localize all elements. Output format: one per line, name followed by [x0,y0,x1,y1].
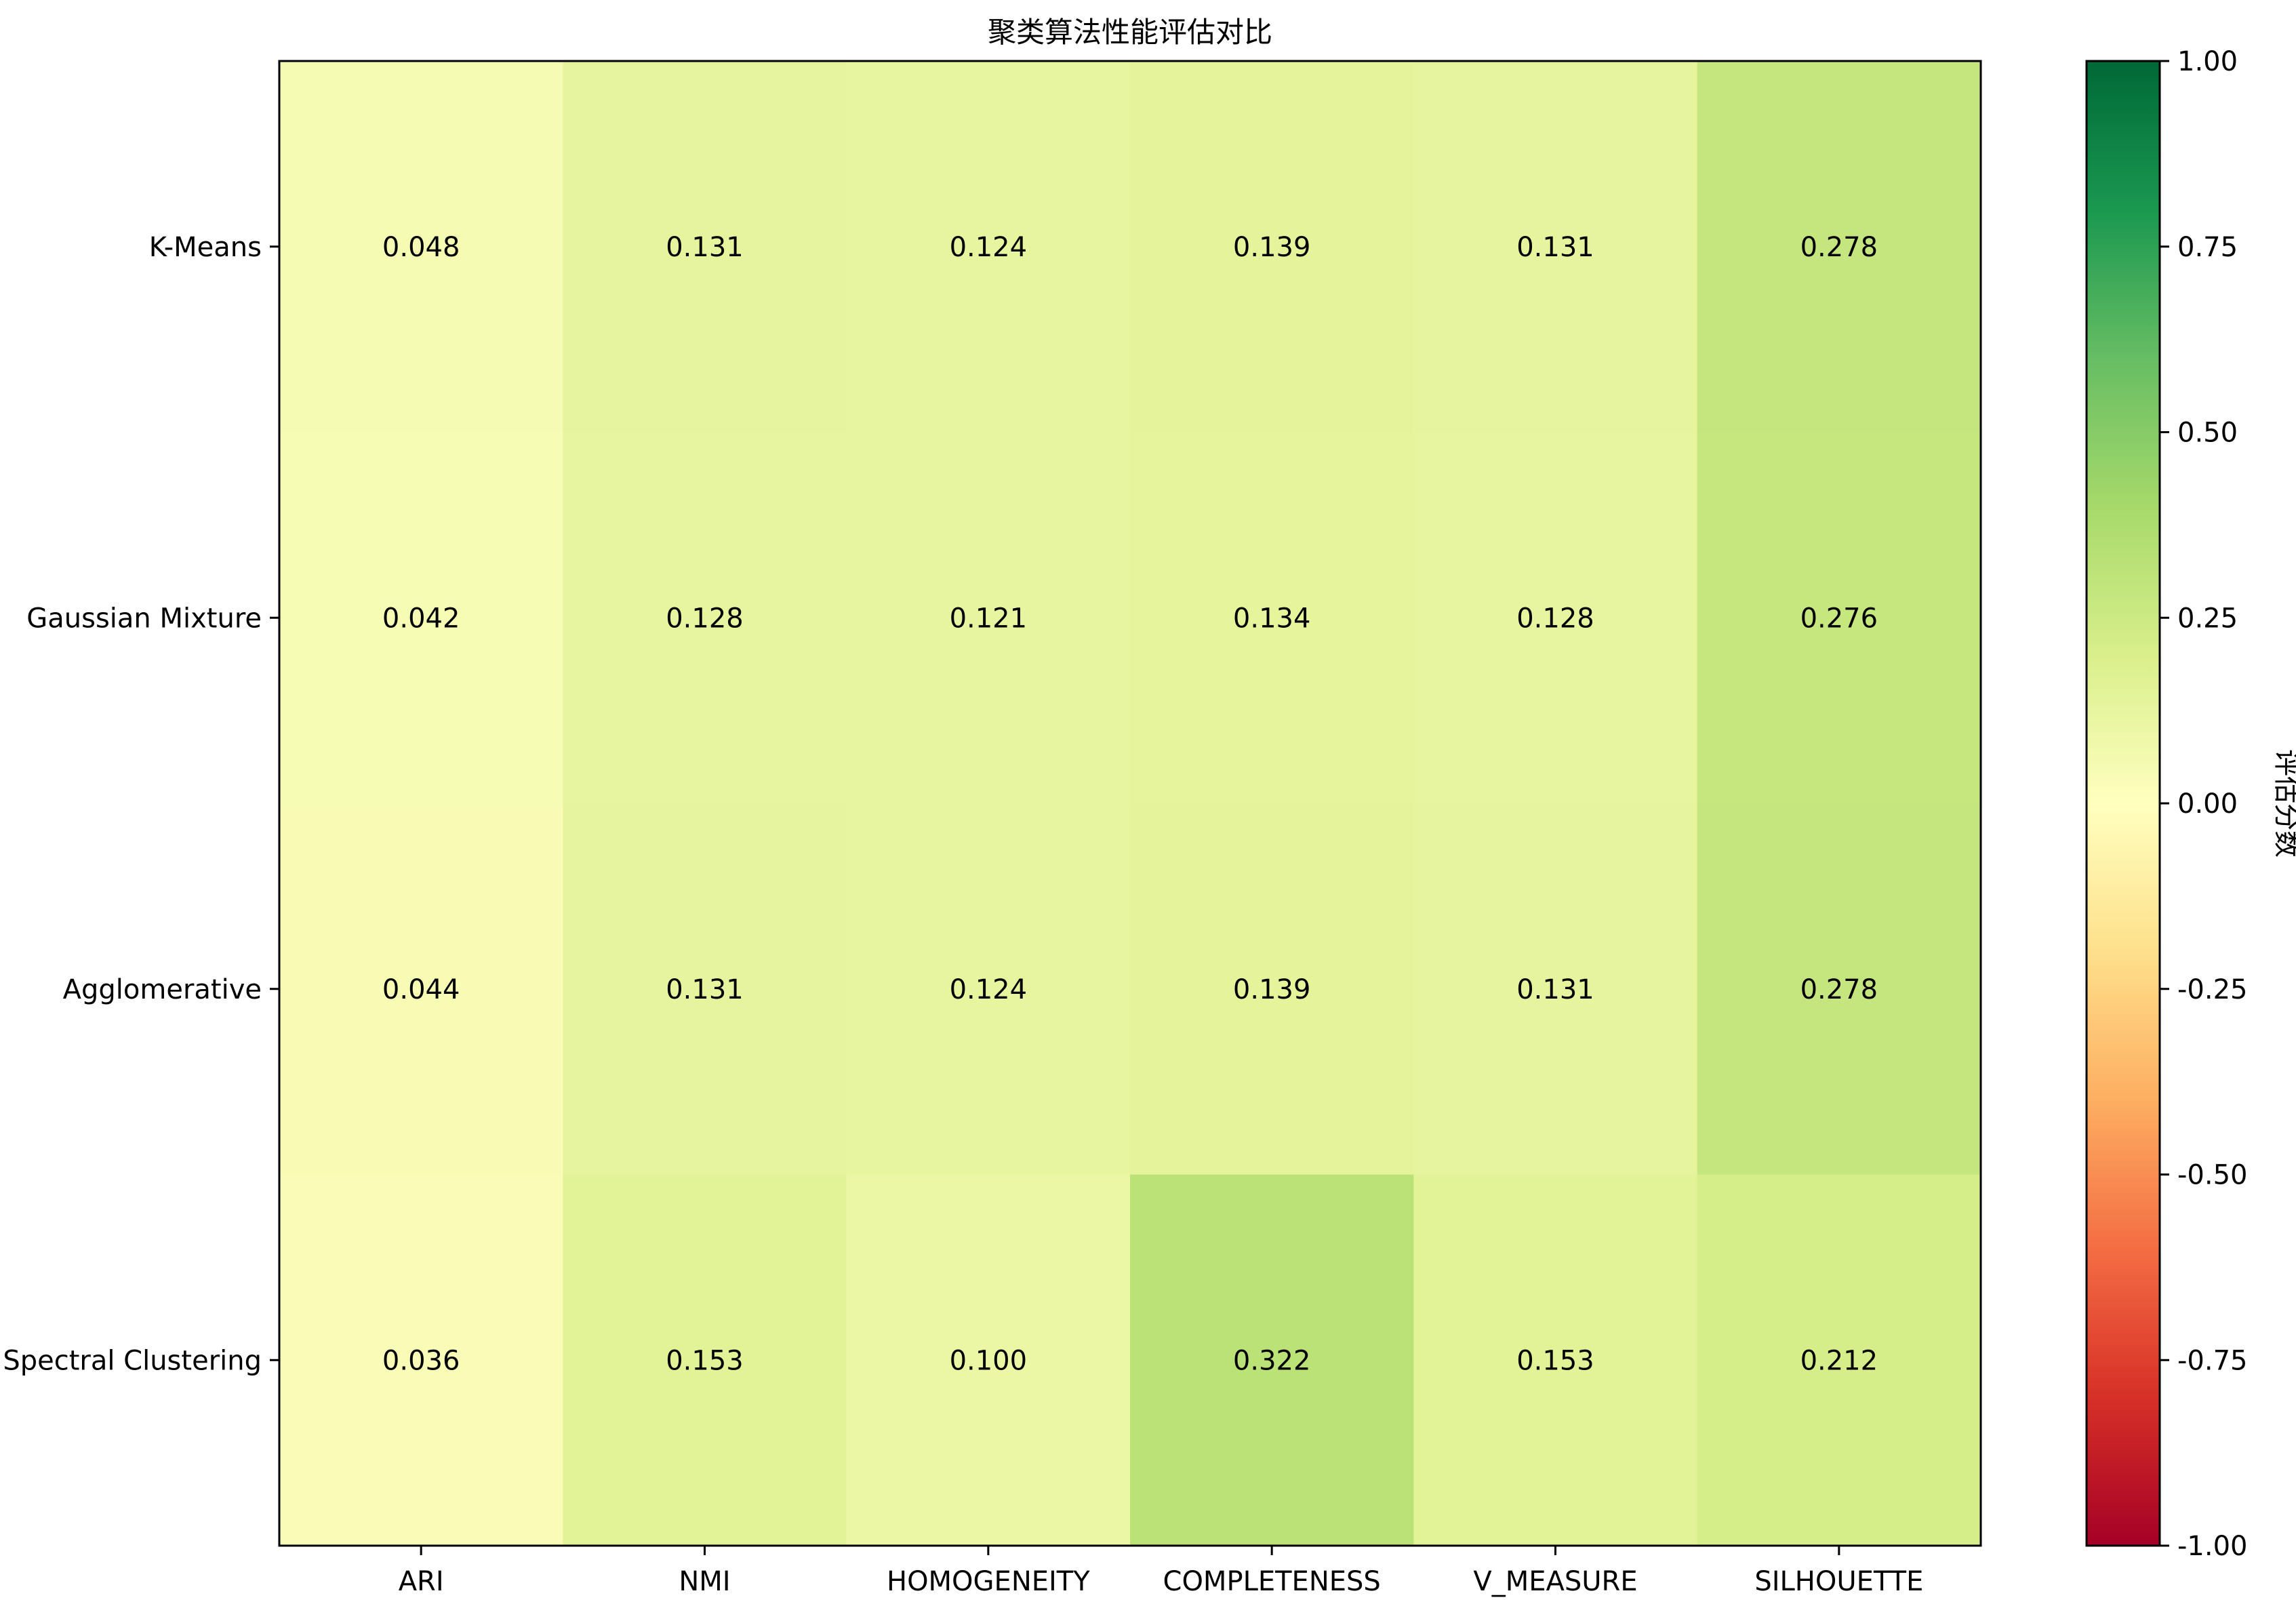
cell-value-label: 0.124 [950,974,1028,1005]
cell-value-label: 0.100 [950,1345,1028,1376]
colorbar-tick-label: 0.75 [2177,232,2238,263]
heatmap-cell [279,432,563,804]
heatmap-cell [279,61,563,433]
colorbar-tick-label: 1.00 [2177,46,2238,77]
heatmap-cell [1130,432,1414,804]
cell-value-label: 0.322 [1233,1345,1311,1376]
colorbar-tick-label: 0.50 [2177,418,2238,449]
cell-value-label: 0.276 [1800,603,1878,634]
colorbar-tick-label: -0.25 [2177,974,2248,1005]
y-axis: K-Means Gaussian Mixture Agglomerative Spec… [3,232,279,1376]
heatmap-cell [1413,803,1698,1175]
cell-value-label: 0.128 [666,603,744,634]
cell-value-label: 0.121 [950,603,1028,634]
cell-value-label: 0.153 [666,1345,744,1376]
cell-value-label: 0.139 [1233,232,1311,263]
y-tick-label: Agglomerative [63,974,262,1005]
heatmap-cell [563,1174,847,1546]
y-tick-label: K-Means [149,232,262,263]
heatmap-cell [846,432,1131,804]
cell-value-label: 0.044 [382,974,460,1005]
cell-value-label: 0.153 [1516,1345,1594,1376]
heatmap-cell [1413,432,1698,804]
colorbar: 1.00 0.75 0.50 0.25 0.00 -0.25 -0.50 -0.75 -1.00… [2085,46,2296,1562]
cell-value-label: 0.134 [1233,603,1311,634]
heatmap-cell [846,61,1131,433]
heatmap-cell [563,803,847,1175]
x-tick-label: V_MEASURE [1473,1566,1637,1597]
colorbar-ticks: 1.00 0.75 0.50 0.25 0.00 -0.25 -0.50 -0.75 -1.00 [2160,46,2248,1562]
heatmap-cell [1413,61,1698,433]
heatmap-cell [1697,432,1981,804]
heatmap-cell [846,803,1131,1175]
cell-value-label: 0.124 [950,232,1028,263]
x-axis: ARI NMI HOMOGENEITY COMPLETENESS V_MEASURE SI… [399,1546,1923,1597]
colorbar-gradient [2085,60,2161,1547]
x-tick-label: SILHOUETTE [1754,1566,1923,1597]
heatmap-cell [279,1174,563,1546]
cell-value-label: 0.278 [1800,974,1878,1005]
x-tick-label: NMI [679,1566,730,1597]
plot-frame [278,60,1982,1547]
cell-value-label: 0.139 [1233,974,1311,1005]
cell-value-label: 0.128 [1516,603,1594,634]
cell-value-label: 0.048 [382,232,460,263]
colorbar-label: 评估分数 [2271,749,2296,858]
cell-value-label: 0.131 [666,232,744,263]
heatmap-cell [1697,61,1981,433]
cell-value-label: 0.131 [1516,974,1594,1005]
y-tick-label: Spectral Clustering [3,1345,262,1376]
cell-value-label: 0.131 [666,974,744,1005]
heatmap-cell [1130,61,1414,433]
x-tick-label: ARI [399,1566,444,1597]
heatmap-cell [1413,1174,1698,1546]
x-tick-label: COMPLETENESS [1163,1566,1381,1597]
colorbar-tick-label: -0.50 [2177,1160,2248,1191]
x-tick-label: HOMOGENEITY [887,1566,1090,1597]
cell-value-label: 0.036 [382,1345,460,1376]
heatmap-cell [846,1174,1131,1546]
heatmap-cell [1130,803,1414,1175]
heatmap-cells: 0.048 0.131 0.124 0.139 0.131 0.278 0.042 0.128… [279,61,1981,1546]
y-tick-label: Gaussian Mixture [26,603,262,634]
heatmap-cell [1130,1174,1414,1546]
cell-value-label: 0.278 [1800,232,1878,263]
heatmap-cell [279,803,563,1175]
heatmap-cell [563,432,847,804]
colorbar-tick-label: 0.25 [2177,603,2238,634]
heatmap-cell [563,61,847,433]
cell-value-label: 0.042 [382,603,460,634]
colorbar-tick-label: 0.00 [2177,788,2238,820]
chart-title: 聚类算法性能评估对比 [988,16,1272,49]
heatmap-cell [1697,803,1981,1175]
cell-value-label: 0.131 [1516,232,1594,263]
colorbar-tick-label: -0.75 [2177,1345,2248,1376]
cell-value-label: 0.212 [1800,1345,1878,1376]
heatmap-cell [1697,1174,1981,1546]
colorbar-tick-label: -1.00 [2177,1531,2248,1562]
